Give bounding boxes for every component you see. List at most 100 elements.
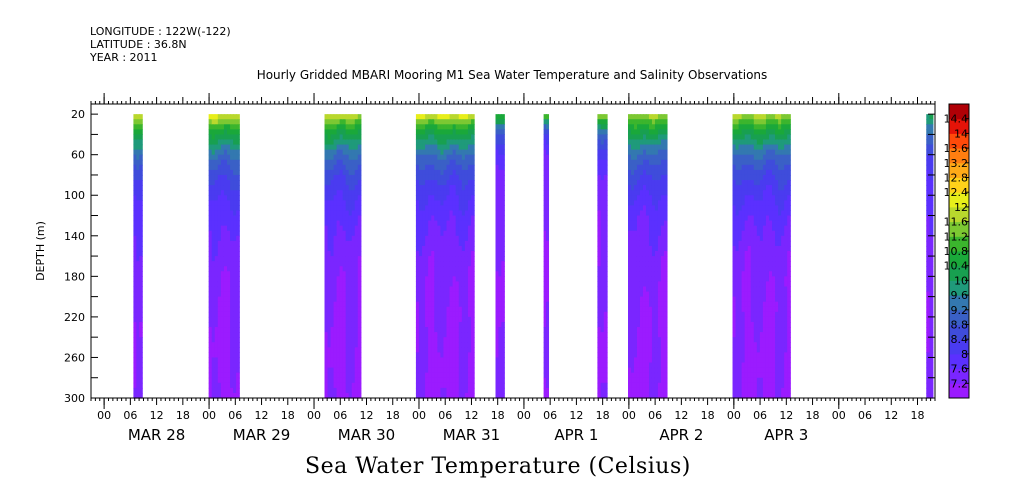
heatmap-cell — [139, 124, 143, 130]
heatmap-cell — [208, 337, 213, 343]
heatmap-cell — [753, 129, 758, 136]
heatmap-cell — [461, 195, 466, 201]
heatmap-cell — [324, 362, 329, 369]
heatmap-cell — [434, 195, 438, 201]
heatmap-cell — [603, 342, 608, 348]
heatmap-cell — [654, 372, 659, 379]
heatmap-cell — [765, 321, 770, 328]
heatmap-cell — [233, 291, 237, 298]
heatmap-cell — [428, 271, 432, 277]
heatmap-cell — [654, 256, 659, 262]
heatmap-cell — [747, 266, 752, 272]
heatmap-cell — [495, 296, 500, 303]
heatmap-cell — [642, 337, 647, 343]
heatmap-cell — [744, 154, 749, 161]
heatmap-cell — [422, 271, 426, 277]
heatmap-cell — [333, 316, 338, 323]
heatmap-cell — [546, 210, 550, 217]
heatmap-cell — [236, 149, 240, 156]
heatmap-cell — [597, 327, 602, 333]
heatmap-cell — [600, 382, 605, 389]
heatmap-cell — [756, 210, 761, 217]
heatmap-cell — [926, 119, 931, 125]
heatmap-cell — [452, 200, 457, 206]
heatmap-cell — [208, 164, 213, 171]
heatmap-cell — [458, 362, 463, 369]
heatmap-cell — [342, 286, 347, 293]
heatmap-cell — [428, 266, 432, 272]
heatmap-cell — [762, 200, 767, 206]
heatmap-cell — [217, 352, 222, 359]
heatmap-cell — [762, 235, 767, 242]
heatmap-cell — [139, 362, 143, 369]
heatmap-cell — [431, 291, 435, 298]
heatmap-cell — [236, 195, 240, 201]
heatmap-cell — [342, 261, 347, 267]
heatmap-cell — [600, 174, 605, 181]
heatmap-cell — [651, 205, 656, 212]
heatmap-cell — [628, 392, 632, 399]
heatmap-cell — [227, 205, 231, 212]
heatmap-cell — [735, 139, 740, 146]
heatmap-cell — [357, 276, 362, 283]
heatmap-cell — [458, 271, 463, 277]
heatmap-cell — [636, 352, 641, 359]
heatmap-cell — [443, 215, 448, 222]
heatmap-cell — [735, 306, 740, 313]
heatmap-cell — [422, 124, 426, 130]
heatmap-cell — [208, 311, 213, 318]
heatmap-cell — [651, 119, 656, 125]
heatmap-cell — [498, 271, 502, 277]
heatmap-cell — [431, 185, 435, 191]
heatmap-cell — [631, 372, 635, 379]
heatmap-cell — [233, 261, 237, 267]
heatmap-cell — [330, 230, 335, 237]
heatmap-cell — [220, 377, 225, 384]
heatmap-cell — [603, 144, 608, 151]
heatmap-cell — [345, 169, 350, 176]
heatmap-cell — [461, 291, 466, 298]
heatmap-cell — [738, 169, 743, 176]
heatmap-cell — [214, 306, 219, 313]
heatmap-cell — [738, 180, 743, 186]
heatmap-cell — [233, 124, 237, 130]
heatmap-cell — [351, 245, 356, 252]
heatmap-cell — [732, 240, 737, 247]
heatmap-cell — [642, 139, 647, 146]
heatmap-cell — [633, 266, 638, 272]
heatmap-cell — [768, 306, 773, 313]
heatmap-cell — [654, 139, 659, 146]
heatmap-cell — [762, 261, 767, 267]
heatmap-cell — [651, 154, 656, 161]
heatmap-cell — [543, 301, 547, 308]
heatmap-cell — [211, 215, 216, 222]
heatmap-cell — [778, 190, 782, 196]
heatmap-cell — [759, 240, 764, 247]
heatmap-cell — [437, 382, 442, 389]
heatmap-cell — [133, 266, 137, 272]
heatmap-cell — [211, 185, 216, 191]
heatmap-cell — [333, 352, 338, 359]
heatmap-cell — [735, 352, 740, 359]
heatmap-cell — [330, 296, 335, 303]
heatmap-cell — [443, 332, 448, 338]
heatmap-cell — [787, 164, 791, 171]
heatmap-cell — [636, 134, 641, 141]
heatmap-cell — [223, 174, 228, 181]
heatmap-cell — [639, 245, 644, 252]
heatmap-cell — [415, 144, 420, 151]
heatmap-cell — [498, 119, 502, 125]
data-segment — [926, 114, 934, 399]
heatmap-cell — [452, 235, 457, 242]
heatmap-cell — [654, 291, 659, 298]
heatmap-cell — [428, 387, 432, 394]
heatmap-cell — [775, 159, 779, 166]
heatmap-cell — [348, 301, 353, 308]
heatmap-cell — [654, 347, 659, 353]
heatmap-cell — [455, 286, 460, 293]
heatmap-cell — [425, 377, 429, 384]
heatmap-cell — [781, 382, 785, 389]
heatmap-cell — [333, 291, 338, 298]
heatmap-cell — [775, 316, 779, 323]
heatmap-cell — [759, 164, 764, 171]
